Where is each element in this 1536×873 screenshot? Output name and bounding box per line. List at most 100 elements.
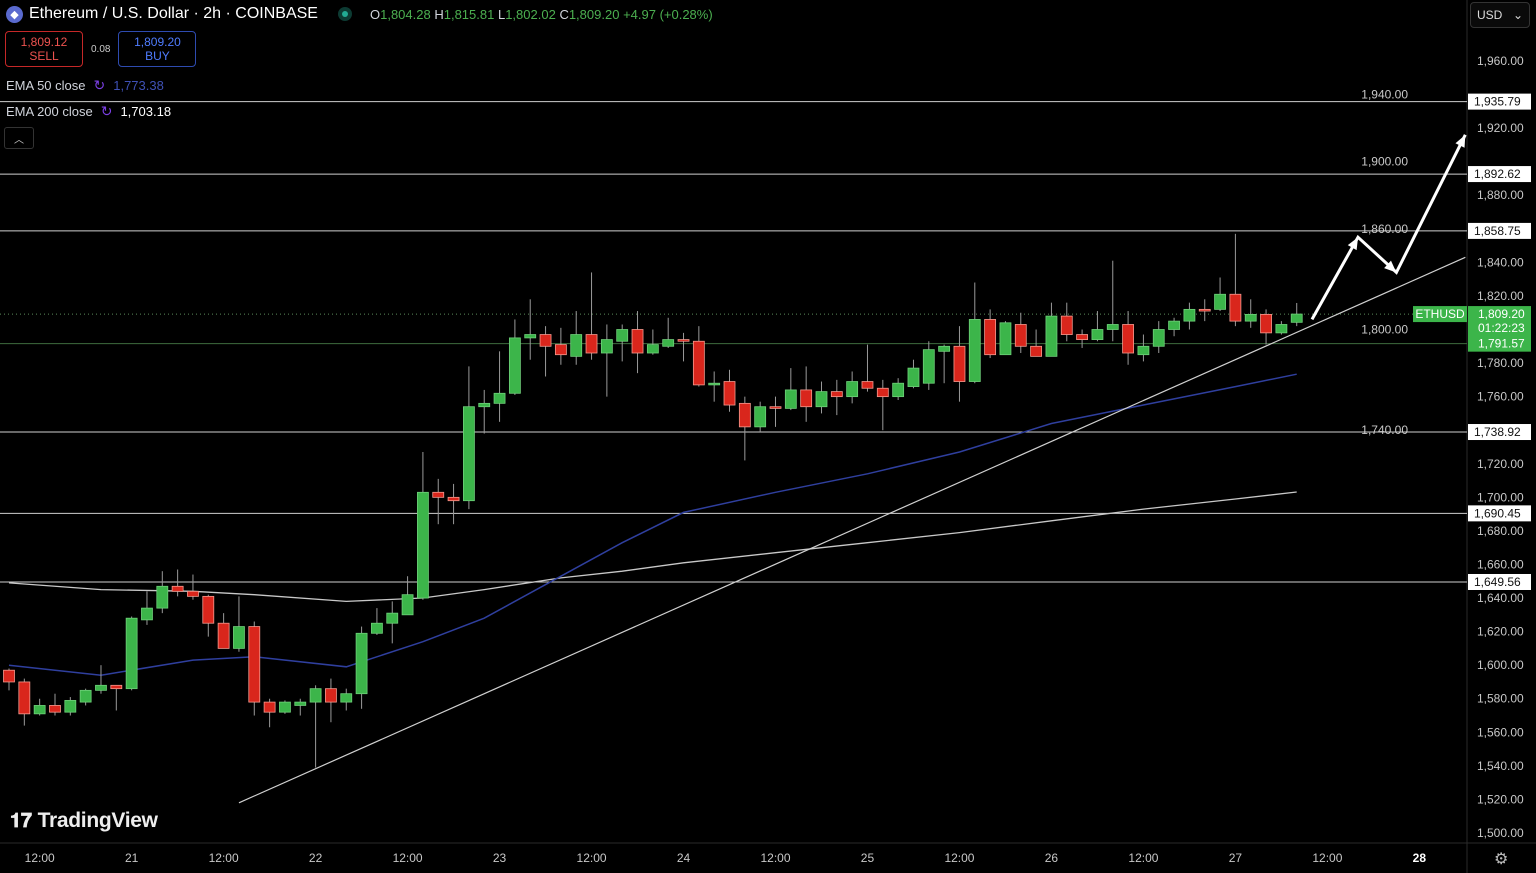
candle-body — [1183, 308, 1196, 322]
candle-body — [600, 339, 613, 354]
candle — [340, 688, 353, 711]
candle — [1014, 312, 1027, 354]
ema50-line — [8, 373, 1297, 676]
candle-body — [294, 701, 307, 706]
projection-arrow[interactable] — [1310, 134, 1467, 321]
candle — [861, 344, 874, 392]
candle-body — [340, 693, 353, 703]
candle — [539, 326, 552, 377]
price-level-badge-text: 1,892.62 — [1474, 167, 1521, 181]
candle — [417, 452, 429, 600]
candle — [1122, 311, 1134, 365]
candle — [1030, 329, 1043, 357]
settings-icon[interactable]: ⚙ — [1494, 851, 1509, 868]
candle-body — [830, 391, 843, 398]
candle-body — [263, 701, 276, 713]
symbol-title[interactable]: Ethereum / U.S. Dollar · 2h · COINBASE — [29, 5, 318, 22]
candle — [386, 601, 399, 644]
candle — [1183, 302, 1196, 330]
candle-body — [95, 684, 107, 691]
candle-body — [692, 340, 705, 386]
price-level-badge-text: 1,690.45 — [1474, 506, 1521, 520]
x-tick-label: 12:00 — [209, 851, 239, 865]
chevron-down-icon: ⌄ — [1512, 8, 1523, 22]
candle-body — [325, 688, 337, 703]
candle-body — [1137, 345, 1150, 356]
candle-body — [110, 684, 123, 690]
candle-body — [616, 329, 629, 342]
candle-body — [1076, 334, 1088, 340]
y-tick-label: 1,540.00 — [1477, 759, 1524, 773]
indicator-ema200[interactable]: EMA 200 close ↻ 1,703.18 — [6, 103, 172, 119]
chevron-up-icon: ︿ — [14, 134, 24, 146]
candle — [217, 613, 230, 649]
y-tick-label: 1,840.00 — [1477, 255, 1524, 269]
candle — [784, 368, 797, 411]
sell-button[interactable]: 1,809.12 SELL — [5, 31, 83, 67]
candle — [95, 665, 107, 694]
candle — [1275, 321, 1288, 335]
buy-button[interactable]: 1,809.20 BUY — [118, 31, 197, 67]
candle-body — [187, 590, 199, 597]
candle — [110, 684, 123, 711]
candle-body — [662, 339, 675, 347]
price-level-badge — [1468, 166, 1531, 183]
candle — [570, 311, 583, 365]
candle-body — [800, 389, 813, 408]
candle — [692, 326, 705, 387]
candle — [1260, 309, 1272, 345]
candle-body — [938, 345, 951, 352]
ethereum-icon: ◆ — [6, 5, 23, 23]
x-tick-label: 24 — [677, 851, 691, 865]
x-tick-label: 21 — [125, 851, 139, 865]
currency-select[interactable]: USD ⌄ — [1470, 2, 1530, 28]
candle — [478, 389, 491, 434]
candle — [876, 379, 889, 431]
candle — [18, 678, 31, 726]
candle-body — [1106, 324, 1119, 330]
indicator-ema50[interactable]: EMA 50 close ↻ 1,773.38 — [6, 77, 164, 93]
candle-body — [386, 612, 399, 624]
y-tick-label: 1,760.00 — [1477, 390, 1524, 404]
y-tick-label: 1,600.00 — [1477, 658, 1524, 672]
x-tick-label: 26 — [1045, 851, 1059, 865]
y-tick-label: 1,860.00 — [1361, 222, 1408, 236]
candle-body — [1290, 313, 1303, 323]
candle — [355, 626, 368, 709]
candle-body — [1244, 314, 1257, 322]
candle-body — [754, 406, 767, 428]
y-tick-label: 1,500.00 — [1477, 826, 1524, 840]
candle — [1214, 277, 1226, 312]
candle-body — [233, 626, 245, 649]
candle — [371, 608, 383, 635]
collapse-indicators-button[interactable]: ︿ — [4, 127, 34, 149]
candle — [800, 366, 813, 422]
trendline[interactable] — [238, 256, 1466, 804]
candle-body — [432, 491, 445, 498]
candle — [524, 299, 537, 360]
candle — [171, 569, 184, 597]
candle — [156, 571, 169, 614]
candle-body — [1229, 293, 1242, 322]
candle — [202, 594, 215, 637]
candle-body — [861, 381, 874, 389]
x-tick-label: 25 — [861, 851, 875, 865]
symbol-badge — [1413, 306, 1467, 323]
y-tick-label: 1,700.00 — [1477, 490, 1524, 504]
candle-body — [708, 382, 721, 386]
candle-body — [922, 349, 935, 384]
candle-body — [570, 334, 583, 357]
candle — [938, 344, 951, 384]
y-tick-label: 1,680.00 — [1477, 524, 1524, 538]
y-tick-label: 1,920.00 — [1477, 121, 1524, 135]
candle-body — [493, 392, 506, 404]
candle — [846, 371, 859, 404]
candle — [279, 700, 291, 714]
candle — [922, 341, 935, 390]
x-tick-label: 27 — [1229, 851, 1243, 865]
candle-body — [846, 381, 859, 398]
candle-body — [64, 700, 77, 713]
candle — [233, 596, 245, 652]
candle-body — [417, 491, 429, 599]
